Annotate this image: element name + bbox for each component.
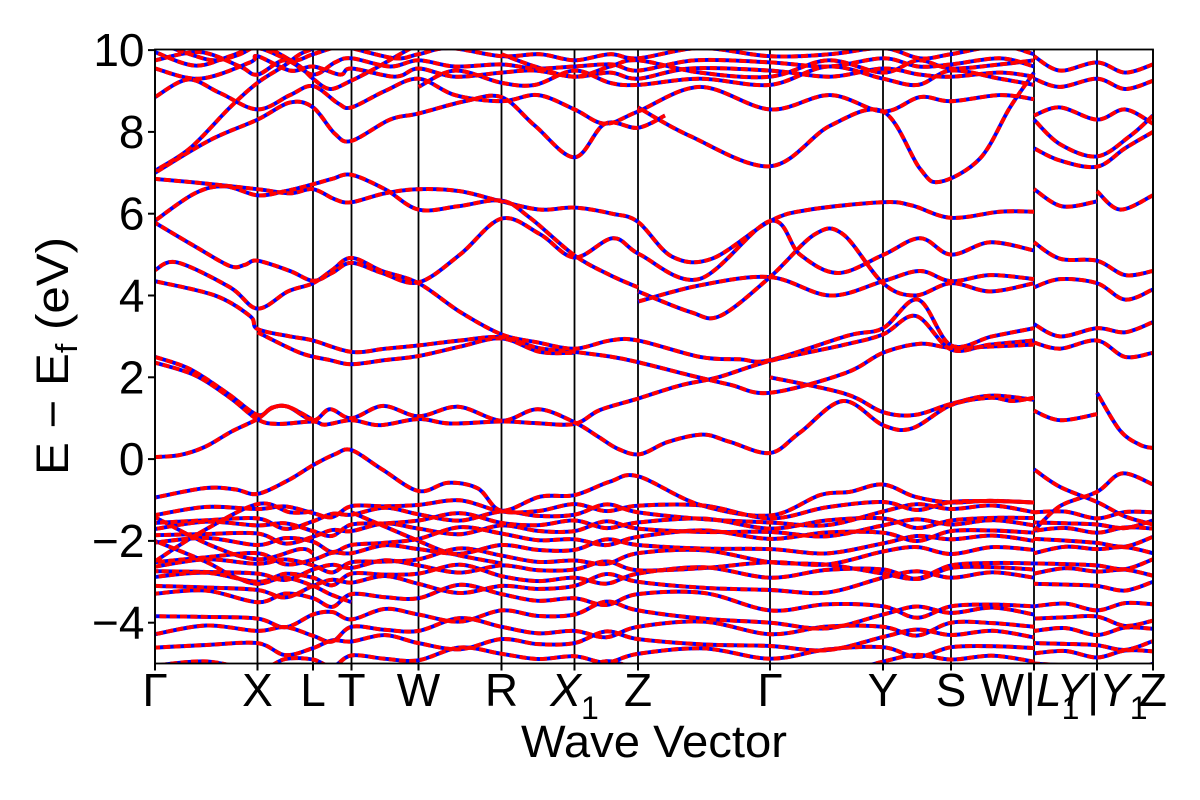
svg-text:Wave Vector: Wave Vector [521, 716, 787, 767]
svg-text:Z: Z [624, 664, 652, 716]
svg-text:8: 8 [119, 106, 145, 158]
svg-text:W: W [397, 664, 441, 716]
svg-text:Y: Y [868, 664, 899, 716]
svg-text:Γ: Γ [757, 664, 782, 716]
svg-text:4: 4 [119, 270, 145, 322]
svg-text:T: T [337, 664, 365, 716]
svg-text:R: R [485, 664, 518, 716]
svg-text:0: 0 [119, 433, 145, 485]
svg-text:E − Ef (eV): E − Ef (eV) [27, 237, 84, 475]
svg-text:Γ: Γ [142, 664, 167, 716]
svg-text:−2: −2 [92, 515, 144, 567]
svg-text:Z: Z [1139, 664, 1167, 716]
svg-text:X: X [242, 664, 273, 716]
svg-text:−4: −4 [92, 597, 144, 649]
svg-text:2: 2 [119, 351, 145, 403]
svg-text:L: L [300, 664, 326, 716]
svg-text:10: 10 [93, 24, 144, 76]
svg-text:X1: X1 [549, 664, 598, 726]
svg-text:S: S [936, 664, 967, 716]
svg-text:Y|Y1: Y|Y1 [1056, 664, 1147, 726]
svg-text:W|L1: W|L1 [981, 664, 1080, 726]
svg-text:6: 6 [119, 188, 145, 240]
